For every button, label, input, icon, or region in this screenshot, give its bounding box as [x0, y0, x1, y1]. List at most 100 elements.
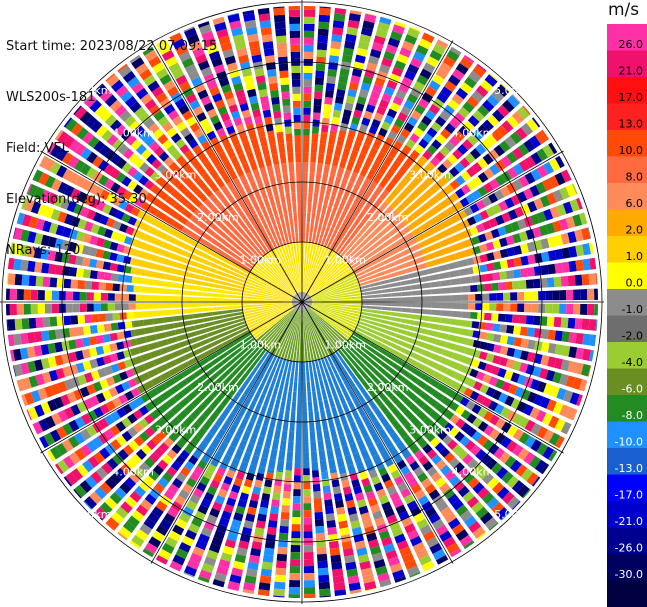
velocity-cell	[379, 415, 390, 428]
velocity-cell	[238, 358, 249, 369]
velocity-cell	[386, 330, 397, 338]
velocity-cell	[209, 222, 220, 233]
velocity-cell	[229, 266, 240, 274]
colorbar-tick-label: -8.0	[622, 409, 643, 422]
noise-cell	[482, 153, 494, 165]
velocity-cell	[202, 419, 213, 431]
noise-cell	[369, 48, 382, 59]
velocity-cell	[289, 172, 295, 183]
velocity-cell	[183, 319, 195, 327]
noise-cell	[258, 13, 271, 22]
noise-cell	[292, 86, 301, 94]
velocity-cell	[436, 210, 449, 222]
noise-cell	[325, 89, 334, 98]
velocity-cell	[347, 320, 358, 327]
velocity-cell	[232, 298, 243, 302]
velocity-cell	[242, 307, 253, 311]
noise-cell	[381, 92, 392, 103]
noise-cell	[290, 44, 301, 52]
velocity-cell	[227, 387, 237, 399]
noise-cell	[552, 290, 560, 301]
velocity-cell	[425, 336, 437, 345]
velocity-cell	[252, 169, 261, 181]
velocity-cell	[277, 409, 285, 421]
velocity-cell	[262, 305, 273, 308]
noise-cell	[293, 475, 301, 483]
velocity-cell	[283, 305, 293, 311]
noise-cell	[258, 506, 268, 516]
noise-cell	[351, 68, 363, 78]
noise-cell	[316, 42, 328, 51]
velocity-cell	[376, 365, 388, 376]
velocity-cell	[308, 273, 313, 284]
velocity-cell	[214, 403, 225, 415]
velocity-cell	[225, 445, 236, 457]
velocity-cell	[327, 317, 337, 324]
velocity-cell	[261, 208, 270, 220]
velocity-cell	[457, 229, 470, 240]
noise-cell	[449, 117, 461, 129]
velocity-cell	[368, 320, 380, 327]
velocity-cell	[242, 397, 252, 409]
noise-cell	[459, 197, 470, 208]
velocity-cell	[275, 346, 282, 357]
velocity-cell	[287, 232, 293, 244]
velocity-cell	[178, 256, 190, 265]
velocity-cell	[339, 157, 348, 169]
velocity-cell	[328, 134, 337, 146]
noise-cell	[403, 122, 415, 133]
velocity-cell	[186, 202, 198, 214]
velocity-cell	[371, 257, 382, 266]
velocity-cell	[229, 245, 240, 255]
noise-cell	[23, 289, 31, 301]
noise-cell	[362, 75, 373, 86]
velocity-cell	[288, 286, 296, 295]
noise-cell	[412, 51, 426, 62]
noise-cell	[314, 91, 323, 100]
velocity-cell	[192, 297, 203, 302]
velocity-cell	[260, 272, 270, 280]
velocity-cell	[197, 373, 209, 384]
noise-cell	[84, 314, 93, 324]
noise-cell	[289, 566, 301, 574]
velocity-cell	[307, 202, 312, 213]
velocity-cell	[273, 226, 280, 237]
noise-cell	[404, 70, 416, 81]
noise-cell	[526, 266, 536, 277]
velocity-cell	[461, 311, 471, 319]
noise-cell	[291, 531, 301, 539]
noise-cell	[128, 294, 136, 301]
velocity-cell	[299, 292, 302, 302]
velocity-cell	[294, 222, 298, 233]
velocity-cell	[376, 270, 388, 277]
velocity-cell	[208, 334, 220, 343]
velocity-cell	[368, 147, 379, 159]
velocity-cell	[287, 202, 292, 214]
velocity-cell	[241, 332, 252, 340]
velocity-cell	[366, 168, 377, 181]
velocity-cell	[298, 292, 302, 302]
noise-cell	[279, 525, 289, 534]
velocity-cell	[448, 401, 460, 412]
velocity-cell	[382, 257, 394, 265]
velocity-cell	[323, 356, 331, 368]
noise-cell	[532, 278, 541, 289]
noise-cell	[274, 21, 286, 30]
velocity-cell	[356, 439, 367, 451]
velocity-cell	[226, 346, 237, 355]
noise-cell	[314, 518, 324, 527]
velocity-cell	[331, 218, 339, 229]
velocity-cell	[302, 222, 306, 233]
velocity-cell	[441, 295, 452, 302]
velocity-cell	[285, 307, 295, 315]
noise-cell	[513, 325, 522, 335]
velocity-cell	[287, 287, 295, 296]
velocity-cell	[289, 242, 294, 254]
velocity-cell	[399, 318, 411, 325]
velocity-cell	[365, 216, 376, 228]
velocity-cell	[295, 232, 299, 243]
velocity-cell	[252, 213, 261, 224]
velocity-cell	[291, 401, 297, 412]
noise-cell	[303, 107, 311, 115]
noise-cell	[489, 303, 497, 311]
